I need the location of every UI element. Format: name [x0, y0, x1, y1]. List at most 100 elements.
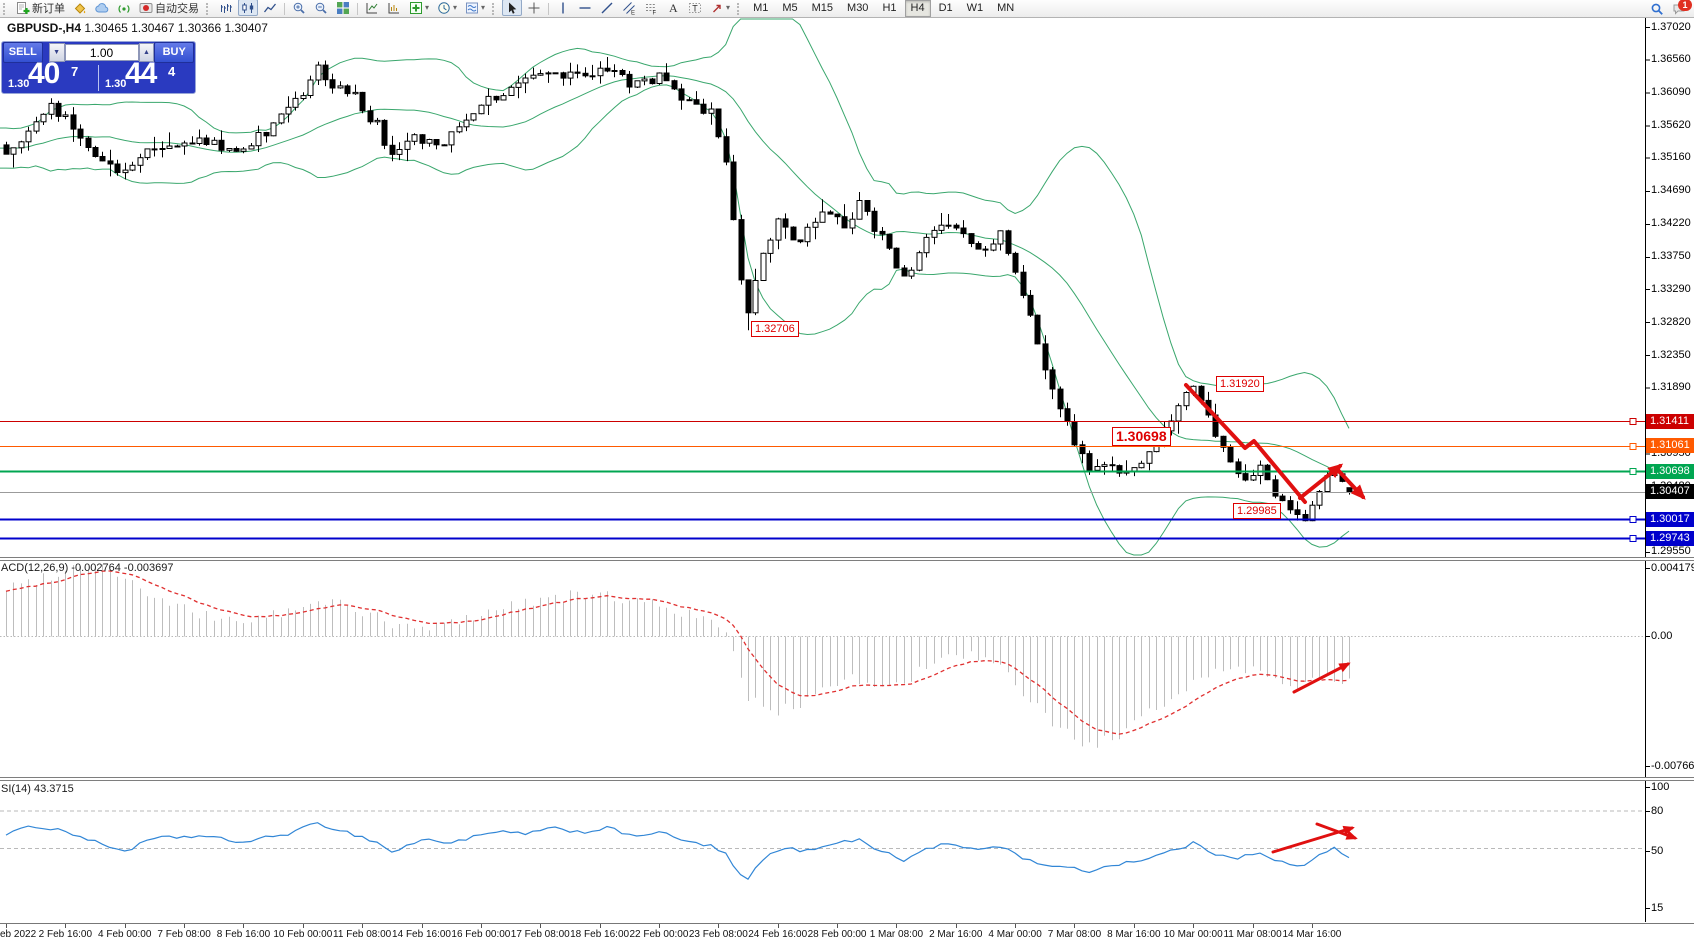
- candle: [500, 93, 507, 101]
- price-axis-tick: 1.32350: [1651, 348, 1691, 361]
- buy-price[interactable]: 1.30 44 4: [99, 57, 195, 93]
- candle: [782, 213, 789, 239]
- text-button[interactable]: A: [663, 0, 683, 16]
- sell-button[interactable]: SELL: [3, 42, 43, 63]
- price-annotation-label[interactable]: 1.29985: [1233, 503, 1281, 519]
- volume-increase-button[interactable]: ▲: [138, 43, 155, 62]
- signals-button[interactable]: [114, 0, 134, 16]
- sell-price-sup: 7: [71, 64, 79, 79]
- styler-button[interactable]: [70, 0, 90, 16]
- timeframe-d1[interactable]: D1: [938, 2, 953, 14]
- candle: [359, 91, 366, 114]
- zoom-in-button[interactable]: [289, 0, 309, 16]
- price-level-tag[interactable]: 1.30017: [1646, 511, 1694, 527]
- candle: [686, 97, 693, 102]
- vertical-line-button[interactable]: [553, 0, 573, 16]
- buy-price-prefix: 1.30: [105, 78, 127, 90]
- candle: [33, 116, 40, 134]
- price-level-tag[interactable]: 1.29743: [1646, 530, 1694, 546]
- price-level-tag[interactable]: 1.30698: [1646, 463, 1694, 479]
- timeframe-m30[interactable]: M30: [847, 2, 869, 14]
- candle: [1309, 501, 1316, 522]
- new-chart-button[interactable]: [362, 0, 382, 16]
- crosshair-button[interactable]: [524, 0, 544, 16]
- search-button[interactable]: [1647, 0, 1667, 17]
- trend-arrow[interactable]: [1292, 662, 1350, 694]
- price-annotation-label[interactable]: 1.30698: [1112, 427, 1171, 446]
- time-axis-label: 10 Mar 00:00: [1163, 929, 1223, 940]
- price-annotation-label[interactable]: 1.31920: [1216, 376, 1264, 392]
- candle: [893, 247, 900, 269]
- cursor-button[interactable]: [502, 0, 523, 17]
- ohlc-values: 1.30465 1.30467 1.30366 1.30407: [84, 21, 268, 35]
- price-annotation-label[interactable]: 1.32706: [751, 321, 799, 337]
- candle: [574, 64, 581, 79]
- trend-arrow[interactable]: [1184, 383, 1307, 504]
- buy-button[interactable]: BUY: [154, 42, 194, 63]
- trend-arrows[interactable]: [1184, 383, 1366, 854]
- cloud-button[interactable]: [92, 0, 112, 16]
- zoom-out-icon: [314, 1, 328, 15]
- volume-input[interactable]: [64, 44, 139, 61]
- timeframe-m1[interactable]: M1: [753, 2, 769, 14]
- candle: [92, 145, 99, 158]
- panel-separator-rsi[interactable]: [0, 777, 1694, 781]
- panel-separator-macd[interactable]: [0, 557, 1694, 561]
- time-axis-label: 22 Feb 00:00: [629, 929, 689, 940]
- toolbar-grip: [3, 2, 9, 15]
- timeframe-h1[interactable]: H1: [882, 2, 897, 14]
- candle: [1049, 367, 1056, 400]
- timeframe-h4[interactable]: H4: [904, 0, 931, 17]
- candle: [715, 108, 722, 139]
- text-icon: A: [666, 1, 680, 15]
- candle: [611, 64, 618, 78]
- price-level-tag[interactable]: 1.31411: [1646, 413, 1694, 429]
- candlestick-button[interactable]: [238, 0, 258, 17]
- timeframe-mn[interactable]: MN: [997, 2, 1015, 14]
- sell-price[interactable]: 1.30 40 7: [2, 57, 98, 93]
- candle: [1057, 386, 1064, 418]
- text-label-button[interactable]: T: [685, 0, 705, 16]
- autotrading-button[interactable]: 自动交易: [136, 0, 202, 16]
- equidistant-channel-button[interactable]: E: [619, 0, 639, 16]
- label-icon: T: [688, 1, 702, 15]
- fibonacci-button[interactable]: F: [641, 0, 661, 16]
- candle: [841, 204, 848, 229]
- candle: [968, 233, 975, 248]
- timeframe-m5[interactable]: M5: [782, 2, 798, 14]
- new-order-button[interactable]: 新订单: [13, 0, 68, 16]
- timeframe-w1[interactable]: W1: [966, 2, 984, 14]
- profiles-button[interactable]: [384, 0, 404, 16]
- price-level-tag[interactable]: 1.31061: [1646, 438, 1694, 454]
- price-axis-tick: 1.33750: [1651, 250, 1691, 263]
- symbol-period-label: GBPUSD-,H4: [7, 21, 82, 35]
- candle: [203, 134, 210, 146]
- chat-button[interactable]: 1: [1669, 0, 1692, 17]
- timeframe-m15[interactable]: M15: [811, 2, 834, 14]
- periods-button[interactable]: ▾: [434, 0, 460, 16]
- candle: [767, 237, 774, 263]
- candle: [1079, 440, 1086, 464]
- candle: [337, 81, 344, 89]
- one-click-trading-panel: SELL ▼ ▲ BUY 1.30 40 7 1.30 44 4: [1, 41, 196, 94]
- candle: [997, 230, 1004, 251]
- macd-axis-tick: 0.004179: [1651, 561, 1694, 574]
- time-axis[interactable]: eb 2022 2 Feb 16:00 4 Feb 00:00 7 Feb 08:00…: [0, 923, 1694, 942]
- volume-decrease-button[interactable]: ▼: [48, 43, 65, 62]
- zoom-out-button[interactable]: [311, 0, 331, 16]
- bar-chart-button[interactable]: [216, 0, 236, 16]
- arrows-icon: [710, 1, 724, 15]
- arrows-button[interactable]: ▾: [707, 0, 733, 16]
- templates-button[interactable]: ▾: [462, 0, 488, 16]
- candle: [522, 73, 529, 94]
- candle: [1279, 493, 1286, 502]
- trendline-button[interactable]: [597, 0, 617, 16]
- indicators-button[interactable]: ▾: [406, 0, 432, 16]
- horizontal-line-button[interactable]: [575, 0, 595, 16]
- horizontal-level-lines[interactable]: [0, 418, 1645, 542]
- candle: [129, 161, 136, 172]
- tile-windows-button[interactable]: [333, 0, 353, 16]
- line-chart-button[interactable]: [260, 0, 280, 16]
- time-axis-tick-mark: [1074, 924, 1075, 928]
